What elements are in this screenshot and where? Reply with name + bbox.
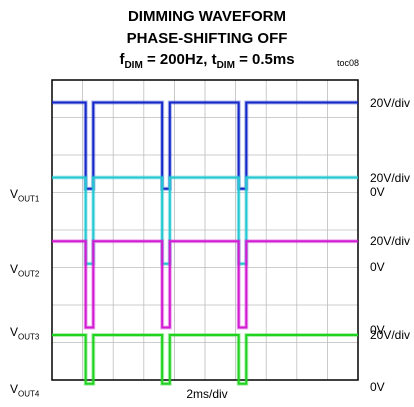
channel-scale-out2: 20V/div (370, 170, 411, 185)
trace-out1 (52, 101, 358, 190)
t-dim-subscript: DIM (216, 60, 235, 71)
channel-scale-out1: 20V/div (370, 95, 411, 110)
channel-name-subscript: OUT1 (18, 193, 40, 203)
trace-out3 (52, 240, 358, 329)
channel-scale-out3: 20V/div (370, 234, 411, 249)
channel-name-subscript: OUT2 (18, 268, 40, 278)
channel-zero-out1: 0V (370, 184, 385, 199)
trace-out4 (52, 334, 358, 385)
f-dim-subscript: DIM (124, 60, 143, 71)
plot-frame (51, 79, 359, 381)
channel-name-out3: VOUT3 (10, 325, 39, 341)
scope-traces (52, 100, 358, 386)
figure-id: toc08 (337, 58, 360, 68)
channel-name-subscript: OUT3 (18, 332, 40, 342)
x-axis-label: 2ms/div (186, 387, 228, 401)
channel-zero-out4: 0V (370, 379, 385, 394)
channel-name-main: V (10, 381, 19, 396)
channel-zero-out3: 0V (370, 323, 385, 338)
chart-condition-line: fDIM = 200Hz, tDIM = 0.5ms (0, 51, 414, 71)
channel-name-subscript: OUT4 (18, 388, 40, 398)
channel-name-out4: VOUT4 (10, 382, 39, 398)
channel-name-out2: VOUT2 (10, 262, 39, 278)
channel-scale-out4: 20V/div (370, 328, 411, 342)
channel-zero-out2: 0V (370, 259, 385, 274)
channel-name-main: V (10, 325, 19, 340)
f-dim-value: = 200Hz, (142, 51, 212, 68)
chart-title-line-1: DIMMING WAVEFORM (127, 8, 287, 25)
channel-name-out1: VOUT1 (10, 187, 39, 203)
trace-out2 (52, 176, 358, 265)
t-dim-symbol: t (211, 51, 217, 68)
channel-name-main: V (10, 186, 19, 201)
f-dim-symbol: f (119, 51, 125, 68)
scope-grid (51, 79, 359, 381)
channel-name-main: V (10, 261, 19, 276)
t-dim-value: = 0.5ms (234, 51, 295, 68)
chart-title-line-2: PHASE-SHIFTING OFF (126, 30, 288, 47)
